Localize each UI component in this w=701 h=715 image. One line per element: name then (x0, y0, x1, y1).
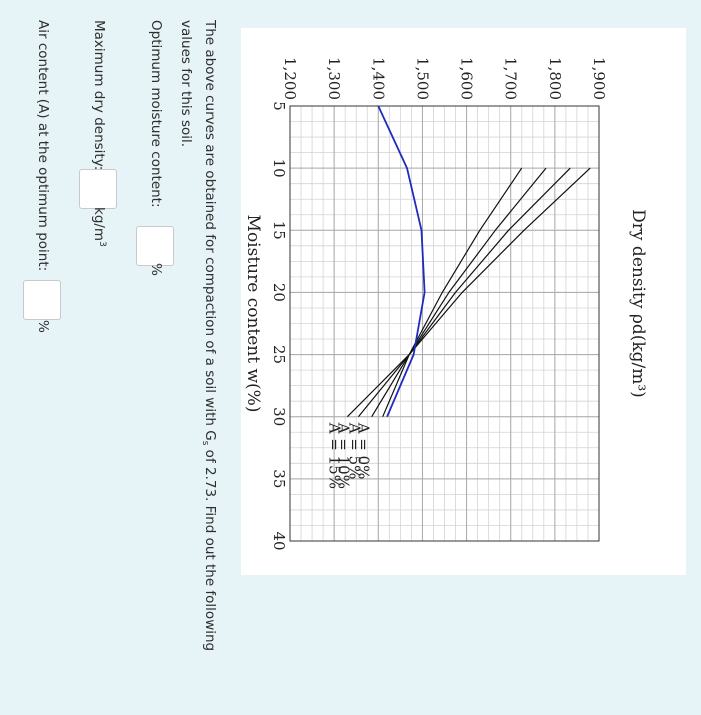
max-dry-density-unit-text: kg/m (91, 207, 107, 242)
y-tick-label: 1,500 (413, 57, 431, 100)
y-tick-label: 1,200 (281, 57, 299, 100)
optimum-moisture-input[interactable] (136, 226, 174, 266)
y-tick-label: 1,400 (369, 57, 387, 100)
optimum-moisture-unit: % (148, 263, 164, 276)
x-axis-title: Moisture content w(%) (243, 215, 263, 413)
series-label: A = 15% (325, 422, 343, 489)
y-tick-label: 1,800 (546, 57, 564, 100)
x-tick-label: 40 (270, 531, 288, 550)
x-tick-label: 15 (270, 221, 288, 240)
series-label: A = 10% (334, 422, 352, 489)
y-tick-label: 1,300 (325, 57, 343, 100)
y-tick-label: 1,900 (590, 57, 608, 100)
y-axis-title: Dry density ρd(kg/m³) (628, 209, 648, 398)
x-tick-label: 5 (270, 101, 288, 111)
plot-frame (289, 105, 600, 542)
x-tick-label: 25 (270, 345, 288, 364)
series-label: A = 0% (355, 422, 373, 480)
y-tick-label: 1,700 (502, 57, 520, 100)
series-line-compaction-curve (377, 105, 426, 418)
air-content-label: Air content (A) at the optimum point: (35, 20, 51, 272)
x-tick-label: 20 (270, 283, 288, 302)
air-content-unit: % (35, 320, 51, 333)
series-line-air-content (382, 167, 523, 417)
x-tick-label: 30 (270, 407, 288, 426)
question-text: The above curves are obtained for compac… (176, 20, 219, 680)
compaction-chart: 5 10 15 20 25 30 35 40 1,200 1,300 1,400 1,500 1,600… (241, 28, 686, 575)
optimum-moisture-label: Optimum moisture content: (148, 20, 164, 208)
chart-svg: 5 10 15 20 25 30 35 40 1,200 1,300 1,400 1,500 1,600… (243, 57, 648, 551)
series-label: A = 5% (346, 422, 364, 480)
series-line-air-content (357, 167, 571, 418)
max-dry-density-input[interactable] (79, 169, 117, 209)
question-text-part: The above curves are obtained for compac… (202, 20, 218, 441)
y-tick-label: 1,600 (458, 57, 476, 100)
x-tick-label: 35 (270, 469, 288, 488)
series-line-air-content (371, 167, 547, 418)
max-dry-density-label: Maximum dry density: (91, 20, 107, 171)
max-dry-density-unit: kg/m3 (91, 207, 107, 247)
x-tick-label: 10 (270, 159, 288, 178)
series-line-air-content (346, 167, 591, 418)
unit-superscript: 3 (97, 241, 107, 247)
air-content-input[interactable] (23, 280, 61, 320)
